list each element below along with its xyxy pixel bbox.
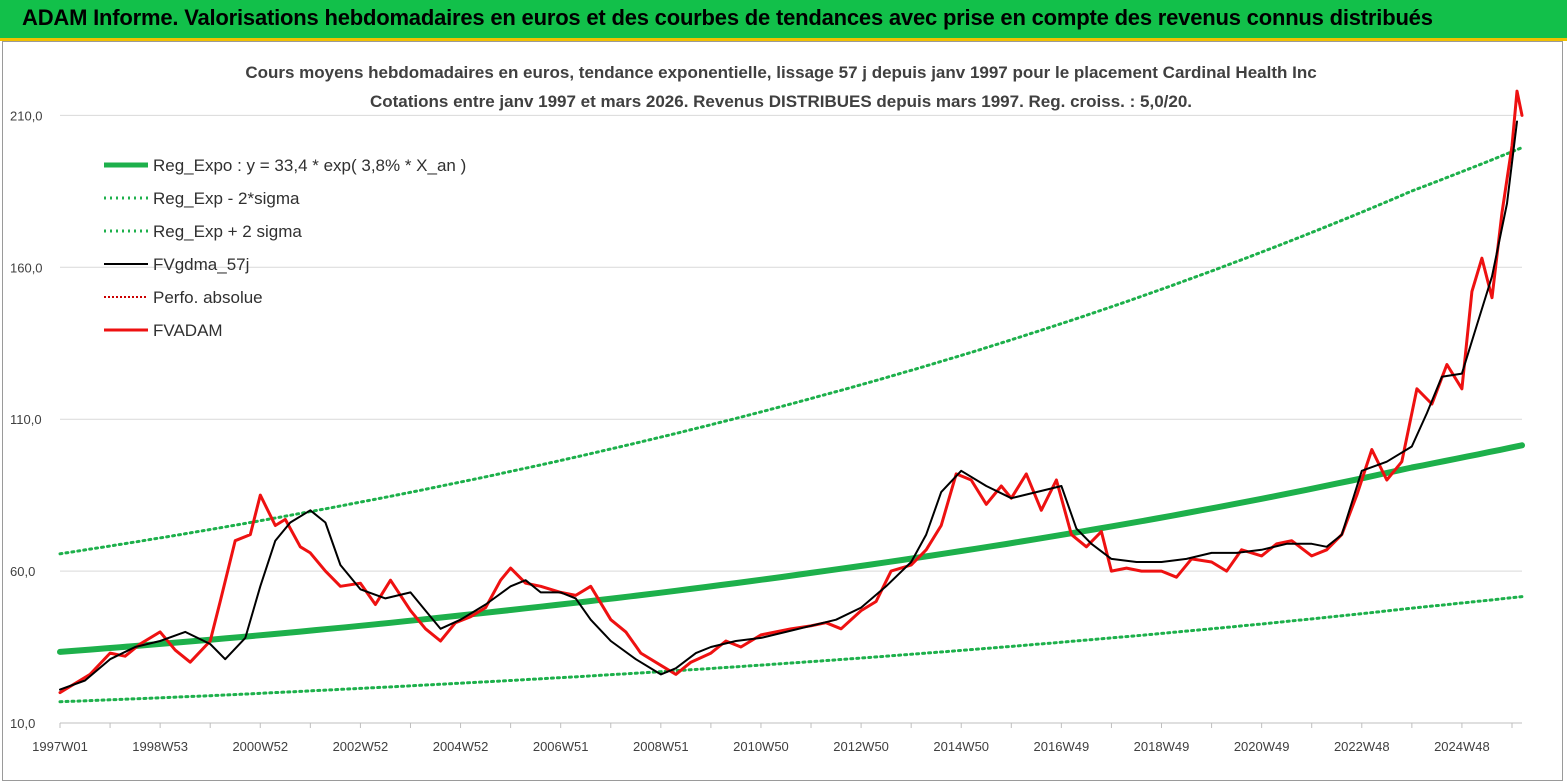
legend: Reg_Expo : y = 33,4 * exp( 3,8% * X_an )… [104, 156, 466, 340]
x-tick-label: 2018W49 [1134, 739, 1190, 754]
y-tick-label: 60,0 [10, 564, 35, 579]
report-title: ADAM Informe. Valorisations hebdomadaire… [22, 5, 1433, 30]
legend-label: Reg_Exp + 2 sigma [153, 222, 302, 241]
x-tick-label: 2000W52 [232, 739, 288, 754]
x-tick-label: 2010W50 [733, 739, 789, 754]
x-tick-label: 1997W01 [32, 739, 88, 754]
y-tick-label: 210,0 [10, 108, 43, 123]
chart-frame [2, 41, 1563, 781]
series-line-1 [58, 595, 1524, 704]
x-tick-label: 2024W48 [1434, 739, 1490, 754]
header-bar: ADAM Informe. Valorisations hebdomadaire… [0, 0, 1567, 38]
x-tick-label: 1998W53 [132, 739, 188, 754]
x-tick-label: 2012W50 [833, 739, 889, 754]
x-tick-label: 2002W52 [333, 739, 389, 754]
series-line-3 [59, 120, 1518, 691]
legend-label: FVgdma_57j [153, 255, 249, 274]
chart-subtitle: Cotations entre janv 1997 et mars 2026. … [369, 92, 1193, 111]
legend-label: Perfo. absolue [153, 288, 263, 307]
x-tick-label: 2004W52 [433, 739, 489, 754]
series-line-0 [57, 442, 1525, 655]
legend-label: Reg_Exp - 2*sigma [153, 189, 300, 208]
legend-label: Reg_Expo : y = 33,4 * exp( 3,8% * X_an ) [153, 156, 466, 175]
x-tick-label: 2006W51 [533, 739, 589, 754]
y-tick-label: 110,0 [10, 412, 42, 427]
header-divider [0, 38, 1567, 41]
y-tick-label: 10,0 [10, 716, 35, 731]
x-tick-label: 2008W51 [633, 739, 689, 754]
x-tick-label: 2022W48 [1334, 739, 1390, 754]
x-tick-label: 2020W49 [1234, 739, 1290, 754]
series-lines [57, 89, 1525, 704]
x-tick-label: 2014W50 [933, 739, 989, 754]
axes: 10,0 60,0 110,0 160,0 210,0 1997W01 1998W53 200… [10, 108, 1522, 754]
x-tick-label: 2016W49 [1034, 739, 1090, 754]
y-tick-label: 160,0 [10, 260, 43, 275]
legend-label: FVADAM [153, 321, 223, 340]
series-line-2 [58, 146, 1524, 556]
chart-title: Cours moyens hebdomadaires en euros, ten… [245, 63, 1317, 82]
series-line-5 [58, 89, 1524, 695]
